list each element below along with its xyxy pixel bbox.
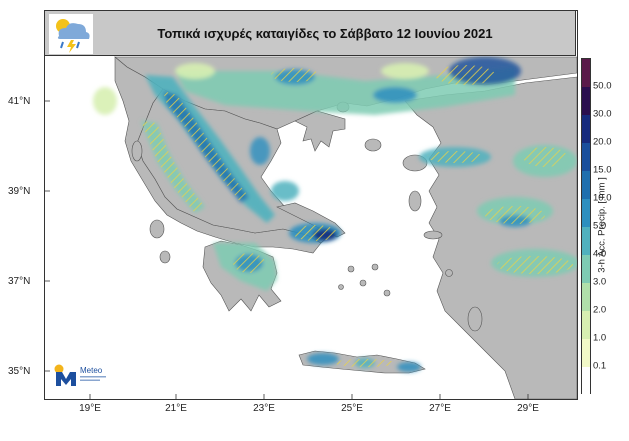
kos	[445, 269, 453, 277]
kefalonia	[149, 219, 165, 239]
precip-north-band	[175, 67, 515, 115]
map-title: Τοπικά ισχυρές καταιγίδες το Σάββατο 12 …	[157, 25, 493, 41]
lon-label-29: 29°E	[517, 403, 539, 414]
storm-hatching	[141, 65, 573, 367]
lon-label-19: 19°E	[79, 403, 101, 414]
chalkidiki	[294, 110, 346, 152]
precip-thrace	[373, 87, 417, 103]
colorbar-tick-label: 50.0	[593, 80, 612, 92]
map-frame	[44, 10, 578, 400]
colorbar-segment	[582, 115, 590, 143]
precip-crete-west	[307, 353, 339, 365]
colorbar-segment	[582, 311, 590, 339]
cyclades-3	[371, 263, 379, 271]
colorbar-segment	[582, 283, 590, 311]
cyclades-4	[338, 284, 344, 290]
lon-label-25: 25°E	[341, 403, 363, 414]
colorbar-segment	[582, 227, 590, 255]
chios	[408, 190, 422, 212]
colorbar-tick-label: 5.0	[593, 220, 607, 232]
lon-label-21: 21°E	[165, 403, 187, 414]
colorbar-segment	[582, 171, 590, 199]
title-bar: Τοπικά ισχυρές καταιγίδες το Σάββατο 12 …	[44, 10, 576, 56]
cyclades-1	[347, 265, 355, 273]
colorbar-tick-label: 4.0	[593, 248, 607, 260]
precip-light-2	[93, 87, 117, 115]
zakynthos	[159, 250, 171, 264]
colorbar-label: 3-h Acc. Precip. [ mm ]	[596, 177, 608, 273]
colorbar-segment	[582, 199, 590, 227]
colorbar-tick-label: 2.0	[593, 304, 607, 316]
samos	[423, 230, 443, 240]
colorbar-segment	[582, 367, 590, 395]
colorbar-tick-label: 20.0	[593, 136, 612, 148]
lat-label-35: 35°N	[8, 366, 31, 377]
colorbar-segment	[582, 143, 590, 171]
lemnos	[364, 138, 382, 152]
lat-label-39: 39°N	[8, 186, 31, 197]
cloud-rain-lightning-icon	[49, 14, 93, 54]
corfu	[131, 140, 143, 162]
lon-label-23: 23°E	[253, 403, 275, 414]
lat-label-41: 41°N	[8, 96, 31, 107]
precipitation-map	[45, 56, 577, 399]
precip-thessaly	[250, 137, 270, 165]
cyclades-5	[383, 289, 391, 297]
precip-crete-east	[397, 362, 421, 372]
meteo-logo-text: Meteo	[80, 366, 103, 375]
colorbar-segment	[582, 59, 590, 87]
precip-light-1	[175, 63, 215, 79]
colorbar-tick-label: 30.0	[593, 108, 612, 120]
precip-light-3	[381, 63, 429, 79]
graticule-ticks	[45, 100, 529, 399]
colorbar-tick-label: 1.0	[593, 332, 607, 344]
lon-label-27: 27°E	[429, 403, 451, 414]
colorbar-tick-label: 10.0	[593, 192, 612, 204]
lat-label-37: 37°N	[8, 276, 31, 287]
rhodes	[467, 306, 483, 332]
colorbar-tick-label: 3.0	[593, 276, 607, 288]
precip-central	[271, 181, 299, 201]
colorbar-tick-label: 0.1	[593, 360, 607, 372]
precip-colorbar	[581, 58, 591, 395]
cyclades-2	[359, 279, 367, 287]
meteo-logo: Meteo	[54, 364, 106, 386]
colorbar-segment	[582, 339, 590, 367]
colorbar-segment	[582, 87, 590, 115]
colorbar-segment	[582, 255, 590, 283]
colorbar-tick-label: 15.0	[593, 164, 612, 176]
